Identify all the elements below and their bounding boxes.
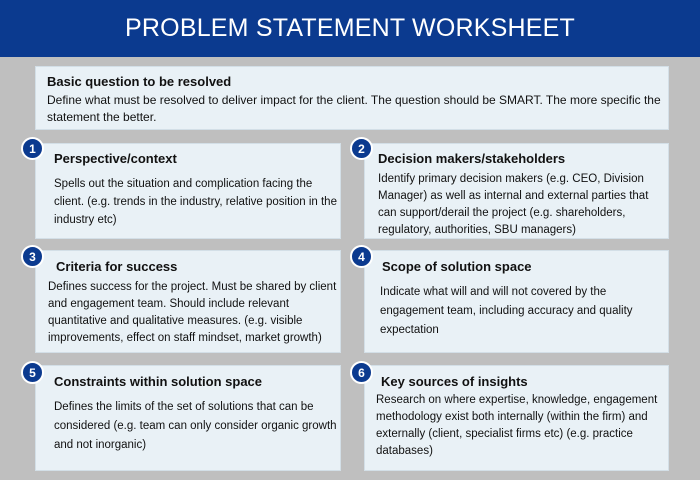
card-heading: Decision makers/stakeholders (378, 151, 566, 166)
card-criteria-for-success: Criteria for success Defines success for… (35, 250, 341, 353)
card-text: Indicate what will and will not covered … (380, 286, 633, 336)
number-badge-6: 6 (350, 361, 373, 384)
worksheet-header: PROBLEM STATEMENT WORKSHEET (0, 0, 700, 57)
card-text: Identify primary decision makers (e.g. C… (378, 173, 649, 236)
card-perspective-context: Perspective/context Spells out the situa… (35, 143, 341, 239)
card-scope-of-solution-space: Scope of solution space Indicate what wi… (364, 250, 669, 353)
number-badge-1: 1 (21, 137, 44, 160)
card-heading: Criteria for success (56, 259, 178, 274)
card-heading: Key sources of insights (381, 374, 528, 389)
page-title: PROBLEM STATEMENT WORKSHEET (125, 14, 575, 42)
card-heading: Perspective/context (54, 151, 177, 166)
card-heading: Constraints within solution space (54, 374, 263, 389)
card-text: Research on where expertise, knowledge, … (376, 394, 658, 457)
card-constraints: Constraints within solution space Define… (35, 365, 341, 471)
card-key-sources-of-insights: Key sources of insights Research on wher… (364, 365, 669, 471)
number-badge-2: 2 (350, 137, 373, 160)
card-text: Spells out the situation and complicatio… (54, 178, 337, 226)
basic-question-text: Define what must be resolved to deliver … (47, 93, 661, 124)
number-badge-3: 3 (21, 245, 44, 268)
card-decision-makers: Decision makers/stakeholders Identify pr… (364, 143, 669, 239)
card-text: Defines the limits of the set of solutio… (54, 401, 337, 451)
number-badge-5: 5 (21, 361, 44, 384)
card-text: Defines success for the project. Must be… (48, 281, 337, 344)
basic-question-heading: Basic question to be resolved (47, 74, 232, 89)
card-heading: Scope of solution space (382, 259, 532, 274)
basic-question-box: Basic question to be resolved Define wha… (35, 66, 669, 130)
number-badge-4: 4 (350, 245, 373, 268)
